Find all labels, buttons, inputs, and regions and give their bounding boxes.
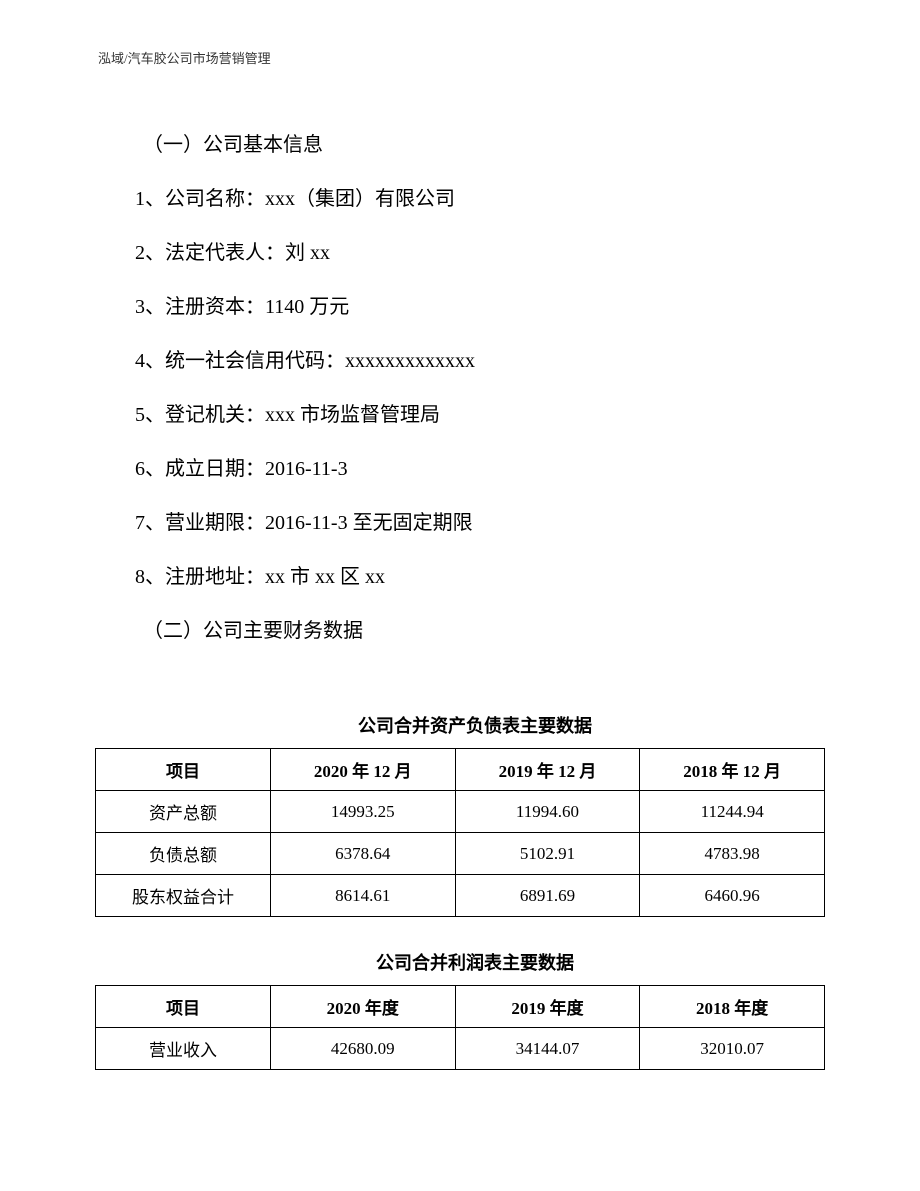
table-cell: 8614.61 (270, 875, 455, 917)
info-line-establish-date: 6、成立日期：2016-11-3 (135, 444, 815, 494)
table-cell: 营业收入 (96, 1028, 271, 1070)
table-cell: 14993.25 (270, 791, 455, 833)
page-header: 泓域/汽车胶公司市场营销管理 (98, 48, 271, 67)
table-row: 营业收入 42680.09 34144.07 32010.07 (96, 1028, 825, 1070)
info-line-legal-rep: 2、法定代表人：刘 xx (135, 228, 815, 278)
info-line-business-period: 7、营业期限：2016-11-3 至无固定期限 (135, 498, 815, 548)
table-row: 负债总额 6378.64 5102.91 4783.98 (96, 833, 825, 875)
info-line-capital: 3、注册资本：1140 万元 (135, 282, 815, 332)
table-cell: 34144.07 (455, 1028, 640, 1070)
table-cell: 资产总额 (96, 791, 271, 833)
table-cell: 股东权益合计 (96, 875, 271, 917)
table-cell: 11244.94 (640, 791, 825, 833)
income-statement-title: 公司合并利润表主要数据 (135, 949, 815, 975)
document-content: （一）公司基本信息 1、公司名称：xxx（集团）有限公司 2、法定代表人：刘 x… (135, 120, 815, 1070)
table-cell: 32010.07 (640, 1028, 825, 1070)
table-header-row: 项目 2020 年 12 月 2019 年 12 月 2018 年 12 月 (96, 749, 825, 791)
table-header-row: 项目 2020 年度 2019 年度 2018 年度 (96, 986, 825, 1028)
table-header-cell: 2019 年 12 月 (455, 749, 640, 791)
table-cell: 4783.98 (640, 833, 825, 875)
header-text: 泓域/汽车胶公司市场营销管理 (98, 51, 271, 66)
table-header-cell: 2019 年度 (455, 986, 640, 1028)
info-line-credit-code: 4、统一社会信用代码：xxxxxxxxxxxxx (135, 336, 815, 386)
table-header-cell: 2020 年度 (270, 986, 455, 1028)
table-header-cell: 2018 年度 (640, 986, 825, 1028)
table-cell: 6460.96 (640, 875, 825, 917)
table-header-cell: 项目 (96, 749, 271, 791)
table-header-cell: 2018 年 12 月 (640, 749, 825, 791)
info-line-address: 8、注册地址：xx 市 xx 区 xx (135, 552, 815, 602)
table-header-cell: 项目 (96, 986, 271, 1028)
balance-sheet-title: 公司合并资产负债表主要数据 (135, 712, 815, 738)
section-heading-basic-info: （一）公司基本信息 (135, 120, 815, 170)
info-line-company-name: 1、公司名称：xxx（集团）有限公司 (135, 174, 815, 224)
table-cell: 6378.64 (270, 833, 455, 875)
balance-sheet-table: 项目 2020 年 12 月 2019 年 12 月 2018 年 12 月 资… (95, 748, 825, 917)
section-heading-financial: （二）公司主要财务数据 (135, 606, 815, 656)
table-row: 资产总额 14993.25 11994.60 11244.94 (96, 791, 825, 833)
table-row: 股东权益合计 8614.61 6891.69 6460.96 (96, 875, 825, 917)
table-cell: 5102.91 (455, 833, 640, 875)
income-statement-table: 项目 2020 年度 2019 年度 2018 年度 营业收入 42680.09… (95, 985, 825, 1070)
table-cell: 负债总额 (96, 833, 271, 875)
table-header-cell: 2020 年 12 月 (270, 749, 455, 791)
table-cell: 42680.09 (270, 1028, 455, 1070)
table-cell: 11994.60 (455, 791, 640, 833)
table-cell: 6891.69 (455, 875, 640, 917)
info-line-registration: 5、登记机关：xxx 市场监督管理局 (135, 390, 815, 440)
